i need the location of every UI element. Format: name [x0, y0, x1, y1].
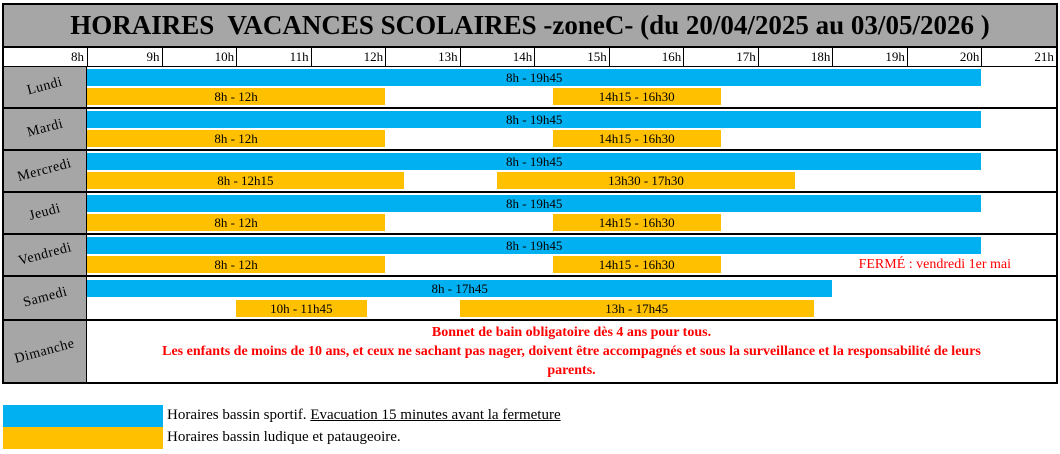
page-title: HORAIRES VACANCES SCOLAIRES -zoneC- (du …: [4, 5, 1056, 48]
day-label: Mercredi: [16, 156, 74, 185]
day-label: Jeudi: [27, 201, 63, 224]
schedule-row-lundi: Lundi 8h - 19h45 8h - 12h 14h15 - 16h30: [4, 67, 1056, 109]
schedule-table: HORAIRES VACANCES SCOLAIRES -zoneC- (du …: [2, 3, 1058, 384]
ludique-lane: 8h - 12h15 13h30 - 17h30: [87, 172, 1056, 189]
day-label-cell: Samedi: [4, 277, 87, 319]
day-label-cell: Vendredi: [4, 235, 87, 275]
sportif-lane: 8h - 19h45: [87, 237, 1056, 254]
sportif-bar: 8h - 19h45: [87, 195, 982, 212]
rules-notice: Bonnet de bain obligatoire dès 4 ans pou…: [87, 321, 1056, 382]
schedule-row-mardi: Mardi 8h - 19h45 8h - 12h 14h15 - 16h30: [4, 109, 1056, 151]
time-tick: 13h: [385, 48, 460, 66]
day-label: Lundi: [25, 74, 65, 99]
sportif-lane: 8h - 19h45: [87, 111, 1056, 128]
ludique-bar: 14h15 - 16h30: [552, 214, 721, 231]
time-tick: 17h: [683, 48, 758, 66]
time-tick: 10h: [161, 48, 237, 66]
schedule-row-samedi: Samedi 8h - 17h45 10h - 11h45 13h - 17h4…: [4, 277, 1056, 321]
ludique-bar: 8h - 12h: [87, 214, 386, 231]
time-tick: 11h: [236, 48, 311, 66]
closed-note: FERMÉ : vendredi 1er mai: [858, 257, 1011, 272]
sportif-color-swatch: [3, 405, 163, 427]
legend-text-plain: Horaires bassin ludique et pataugeoire.: [167, 429, 401, 445]
sportif-bar: 8h - 19h45: [87, 153, 982, 170]
ludique-bar: 8h - 12h: [87, 130, 386, 147]
day-label: Vendredi: [16, 240, 74, 269]
ludique-lane: 8h - 12h 14h15 - 16h30 FERMÉ : vendredi …: [87, 256, 1056, 273]
ludique-bar: 13h30 - 17h30: [496, 172, 796, 189]
sportif-lane: 8h - 17h45: [87, 280, 1056, 297]
sportif-bar: 8h - 19h45: [87, 69, 982, 86]
ludique-bar: 14h15 - 16h30: [552, 88, 721, 105]
schedule-row-mercredi: Mercredi 8h - 19h45 8h - 12h15 13h30 - 1…: [4, 151, 1056, 193]
lane-area: 8h - 19h45 8h - 12h 14h15 - 16h30 FERMÉ …: [87, 235, 1056, 275]
day-label: Samedi: [21, 284, 69, 311]
legend-text-plain: Horaires bassin sportif.: [167, 407, 311, 423]
day-label-cell: Jeudi: [4, 193, 87, 233]
ludique-bar: 8h - 12h15: [87, 172, 404, 189]
lane-area: 8h - 19h45 8h - 12h 14h15 - 16h30: [87, 193, 1056, 233]
schedule-row-jeudi: Jeudi 8h - 19h45 8h - 12h 14h15 - 16h30: [4, 193, 1056, 235]
time-tick: 12h: [310, 48, 386, 66]
ludique-bar: 13h - 17h45: [459, 300, 814, 317]
time-tick: 18h: [757, 48, 833, 66]
time-tick: 19h: [832, 48, 907, 66]
ludique-bar: 14h15 - 16h30: [552, 256, 721, 273]
sportif-bar: 8h - 17h45: [87, 280, 833, 297]
legend-label-sportif: Horaires bassin sportif. Evacuation 15 m…: [167, 405, 867, 427]
lane-area: 8h - 19h45 8h - 12h 14h15 - 16h30: [87, 67, 1056, 107]
ludique-bar: 14h15 - 16h30: [552, 130, 721, 147]
lane-area: 8h - 19h45 8h - 12h 14h15 - 16h30: [87, 109, 1056, 149]
legend-text-underlined: Evacuation 15 minutes avant la fermeture: [310, 407, 561, 423]
time-tick: 15h: [534, 48, 609, 66]
rules-line: parents.: [547, 363, 596, 378]
ludique-bar: 8h - 12h: [87, 256, 386, 273]
time-tick: 20h: [906, 48, 982, 66]
sportif-lane: 8h - 19h45: [87, 69, 1056, 86]
ludique-lane: 8h - 12h 14h15 - 16h30: [87, 88, 1056, 105]
ludique-lane: 10h - 11h45 13h - 17h45: [87, 300, 1056, 317]
sportif-lane: 8h - 19h45: [87, 153, 1056, 170]
time-tick: 8h: [71, 49, 84, 64]
day-label-cell: Lundi: [4, 67, 87, 107]
sportif-bar: 8h - 19h45: [87, 237, 982, 254]
time-axis-header: 8h 9h 10h 11h 12h 13h 14h 15h 16h 17h 18…: [4, 48, 1056, 67]
rules-line: Bonnet de bain obligatoire dès 4 ans pou…: [431, 325, 712, 340]
day-label-cell: Mercredi: [4, 151, 87, 191]
ludique-lane: 8h - 12h 14h15 - 16h30: [87, 130, 1056, 147]
time-tick: 14h: [459, 48, 535, 66]
time-tick: 21h: [981, 48, 1056, 66]
time-tick: 16h: [608, 48, 684, 66]
lane-area: 8h - 17h45 10h - 11h45 13h - 17h45: [87, 277, 1056, 319]
ludique-bar: 10h - 11h45: [236, 300, 367, 317]
day-label-cell: Dimanche: [4, 321, 87, 382]
day-label-cell: Mardi: [4, 109, 87, 149]
lane-area: 8h - 19h45 8h - 12h15 13h30 - 17h30: [87, 151, 1056, 191]
ludique-color-swatch: [3, 427, 163, 449]
day-label: Dimanche: [13, 335, 77, 367]
schedule-row-vendredi: Vendredi 8h - 19h45 8h - 12h 14h15 - 16h…: [4, 235, 1056, 277]
rules-line: Les enfants de moins de 10 ans, et ceux …: [162, 344, 981, 359]
time-tick: 9h: [87, 48, 162, 66]
ludique-bar: 8h - 12h: [87, 88, 386, 105]
schedule-row-dimanche: Dimanche Bonnet de bain obligatoire dès …: [4, 321, 1056, 382]
ludique-lane: 8h - 12h 14h15 - 16h30: [87, 214, 1056, 231]
sportif-bar: 8h - 19h45: [87, 111, 982, 128]
legend-label-ludique: Horaires bassin ludique et pataugeoire.: [167, 427, 867, 449]
day-label: Mardi: [25, 116, 65, 141]
sportif-lane: 8h - 19h45: [87, 195, 1056, 212]
